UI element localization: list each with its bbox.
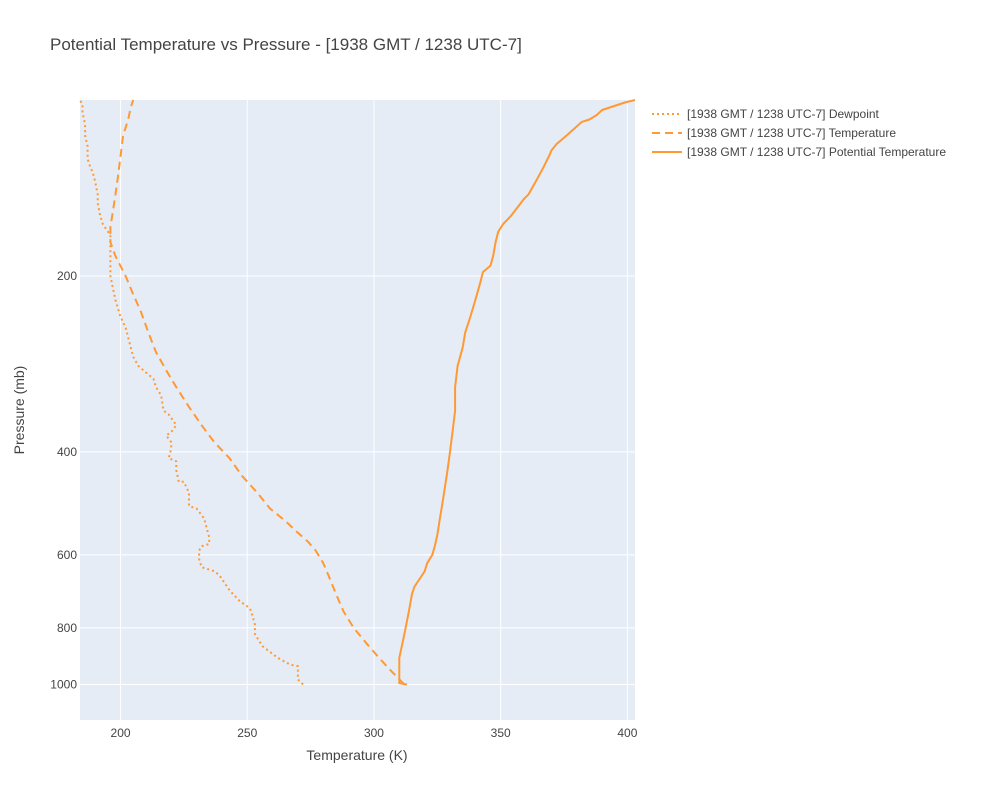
legend-entry-label: [1938 GMT / 1238 UTC-7] Temperature	[687, 126, 896, 140]
series-lines	[79, 99, 636, 686]
legend-entry-label: [1938 GMT / 1238 UTC-7] Potential Temper…	[687, 145, 946, 159]
series-line-dot	[79, 99, 304, 686]
y-axis-title: Pressure (mb)	[11, 366, 27, 455]
x-tick-label: 300	[364, 726, 384, 740]
legend: [1938 GMT / 1238 UTC-7] Dewpoint [1938 GM…	[652, 107, 946, 159]
y-tick-label: 200	[57, 269, 77, 283]
x-tick-label: 350	[491, 726, 511, 740]
x-tick-label: 400	[617, 726, 637, 740]
y-tick-label: 600	[57, 548, 77, 562]
series-line-dash	[109, 99, 406, 686]
x-tick-label: 250	[237, 726, 257, 740]
chart-title: Potential Temperature vs Pressure - [193…	[50, 35, 522, 54]
plot-area	[80, 100, 635, 720]
x-axis-title: Temperature (K)	[306, 747, 407, 763]
x-tick-label: 200	[111, 726, 131, 740]
y-tick-label: 800	[57, 621, 77, 635]
grid	[80, 100, 635, 720]
tick-labels: 200 250 300 350 400 200 400 600 800 1000	[50, 269, 637, 740]
y-tick-label: 400	[57, 445, 77, 459]
legend-entry-label: [1938 GMT / 1238 UTC-7] Dewpoint	[687, 107, 880, 121]
y-tick-label: 1000	[50, 678, 77, 692]
series-line-solid	[398, 99, 636, 686]
